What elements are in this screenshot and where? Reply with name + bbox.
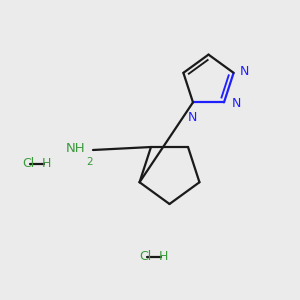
Text: NH: NH bbox=[66, 142, 86, 155]
Text: N: N bbox=[240, 65, 250, 78]
Text: N: N bbox=[232, 98, 241, 110]
Text: N: N bbox=[188, 111, 197, 124]
Text: H: H bbox=[159, 250, 168, 263]
Text: Cl: Cl bbox=[22, 157, 34, 170]
Text: 2: 2 bbox=[86, 157, 92, 167]
Text: Cl: Cl bbox=[139, 250, 152, 263]
Text: H: H bbox=[42, 157, 51, 170]
